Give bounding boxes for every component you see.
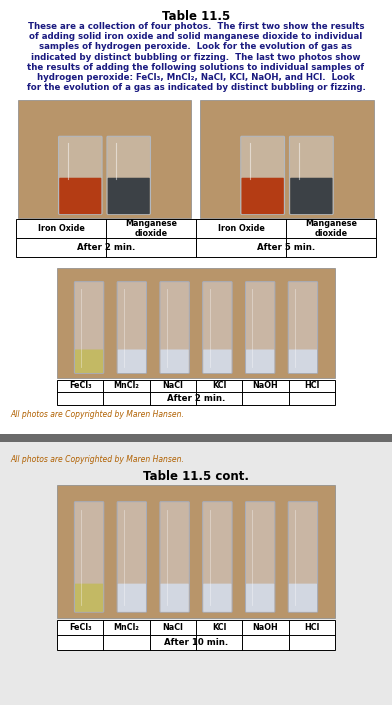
Bar (16, 219, 376, 257)
Text: NaOH: NaOH (252, 623, 278, 632)
Bar (200, 100, 374, 218)
FancyBboxPatch shape (75, 350, 103, 373)
FancyBboxPatch shape (245, 502, 275, 612)
Text: KCl: KCl (212, 623, 226, 632)
Text: FeCl₃: FeCl₃ (69, 381, 91, 391)
Text: After 10 min.: After 10 min. (164, 638, 228, 647)
FancyBboxPatch shape (289, 350, 317, 373)
Text: All photos are Copyrighted by Maren Hansen.: All photos are Copyrighted by Maren Hans… (10, 410, 184, 419)
FancyBboxPatch shape (203, 282, 232, 374)
Text: KCl: KCl (212, 381, 226, 391)
Bar (0, 434, 392, 442)
FancyBboxPatch shape (117, 282, 147, 374)
FancyBboxPatch shape (59, 178, 102, 214)
Text: of adding solid iron oxide and solid manganese dioxide to individual: of adding solid iron oxide and solid man… (29, 32, 363, 41)
Bar (0, 442, 392, 705)
FancyBboxPatch shape (288, 502, 318, 612)
FancyBboxPatch shape (241, 178, 284, 214)
FancyBboxPatch shape (75, 584, 103, 612)
Text: NaCl: NaCl (162, 381, 183, 391)
Text: indicated by distinct bubbling or fizzing.  The last two photos show: indicated by distinct bubbling or fizzin… (31, 53, 361, 61)
Bar (18, 100, 191, 218)
Text: the results of adding the following solutions to individual samples of: the results of adding the following solu… (27, 63, 365, 72)
FancyBboxPatch shape (289, 584, 317, 612)
Text: After 2 min.: After 2 min. (167, 394, 225, 403)
FancyBboxPatch shape (160, 502, 189, 612)
FancyBboxPatch shape (288, 282, 318, 374)
Text: HCl: HCl (304, 623, 319, 632)
FancyBboxPatch shape (160, 584, 189, 612)
FancyBboxPatch shape (107, 136, 151, 214)
Bar (57, 620, 335, 650)
FancyBboxPatch shape (203, 350, 232, 373)
FancyBboxPatch shape (160, 350, 189, 373)
Text: After 2 min.: After 2 min. (77, 243, 135, 252)
FancyBboxPatch shape (241, 136, 285, 214)
Text: HCl: HCl (304, 381, 319, 391)
Text: Table 11.5 cont.: Table 11.5 cont. (143, 470, 249, 483)
Text: for the evolution of a gas as indicated by distinct bubbling or fizzing.: for the evolution of a gas as indicated … (27, 83, 365, 92)
FancyBboxPatch shape (117, 502, 147, 612)
Text: NaOH: NaOH (252, 381, 278, 391)
FancyBboxPatch shape (245, 282, 275, 374)
Text: Table 11.5: Table 11.5 (162, 10, 230, 23)
Text: hydrogen peroxide: FeCl₃, MnCl₂, NaCl, KCl, NaOH, and HCl.  Look: hydrogen peroxide: FeCl₃, MnCl₂, NaCl, K… (37, 73, 355, 82)
Text: Iron Oxide: Iron Oxide (218, 224, 265, 233)
Text: Manganese
dioxide: Manganese dioxide (305, 219, 357, 238)
Text: Manganese
dioxide: Manganese dioxide (125, 219, 177, 238)
Text: MnCl₂: MnCl₂ (114, 381, 140, 391)
FancyBboxPatch shape (108, 178, 150, 214)
FancyBboxPatch shape (58, 136, 102, 214)
FancyBboxPatch shape (74, 282, 104, 374)
Text: All photos are Copyrighted by Maren Hansen.: All photos are Copyrighted by Maren Hans… (10, 455, 184, 464)
FancyBboxPatch shape (160, 282, 189, 374)
Text: MnCl₂: MnCl₂ (114, 623, 140, 632)
Text: FeCl₃: FeCl₃ (69, 623, 91, 632)
Text: These are a collection of four photos.  The first two show the results: These are a collection of four photos. T… (28, 22, 364, 31)
Bar (57, 380, 335, 405)
FancyBboxPatch shape (74, 502, 104, 612)
Text: Iron Oxide: Iron Oxide (38, 224, 84, 233)
FancyBboxPatch shape (118, 584, 146, 612)
Text: samples of hydrogen peroxide.  Look for the evolution of gas as: samples of hydrogen peroxide. Look for t… (40, 42, 352, 51)
FancyBboxPatch shape (118, 350, 146, 373)
FancyBboxPatch shape (203, 584, 232, 612)
FancyBboxPatch shape (289, 136, 333, 214)
FancyBboxPatch shape (203, 502, 232, 612)
FancyBboxPatch shape (246, 584, 274, 612)
FancyBboxPatch shape (290, 178, 332, 214)
FancyBboxPatch shape (246, 350, 274, 373)
Text: After 5 min.: After 5 min. (257, 243, 315, 252)
Bar (57, 485, 335, 618)
Text: NaCl: NaCl (162, 623, 183, 632)
Bar (57, 268, 335, 378)
